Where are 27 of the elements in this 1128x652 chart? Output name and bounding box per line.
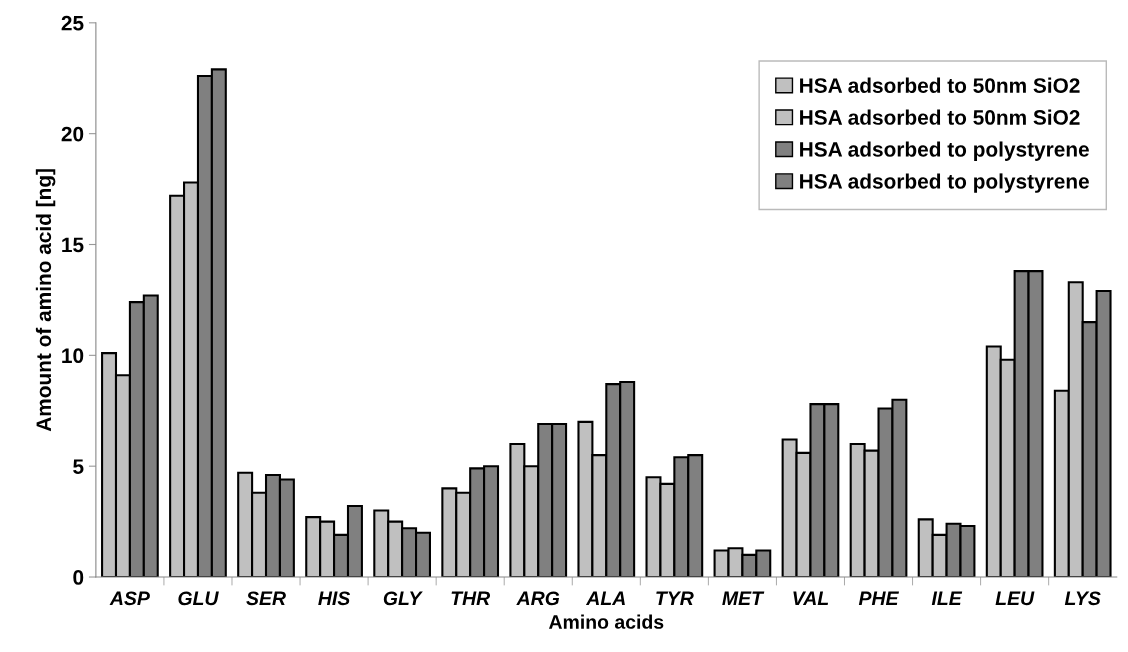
y-tick-label: 0 (73, 570, 84, 585)
y-tick-label: 5 (73, 459, 84, 474)
legend-label: HSA adsorbed to polystyrene (800, 173, 1089, 193)
y-tick-label: 10 (62, 348, 84, 364)
x-tick-label: THR (451, 591, 491, 605)
x-tick-label: MET (722, 591, 765, 605)
x-tick-label: PHE (858, 591, 899, 605)
x-tick-label: VAL (793, 591, 829, 605)
y-tick-label: 15 (62, 237, 84, 253)
y-tick-label: 25 (61, 15, 84, 31)
x-tick-label: GLY (383, 591, 423, 606)
y-axis-title: Amount of amino acid [ng] (35, 169, 56, 432)
x-tick-label: LYS (1064, 591, 1101, 606)
legend-label: HSA adsorbed to 50nm SiO2 (800, 109, 1080, 125)
x-tick-label: ARG (516, 591, 560, 606)
x-axis-title: Amino acids (548, 614, 664, 629)
y-tick-label: 20 (61, 126, 84, 142)
x-tick-label: LEU (995, 591, 1035, 606)
x-tick-label: HIS (318, 591, 351, 606)
x-tick-label: SER (246, 591, 286, 606)
x-tick-label: ILE (931, 591, 963, 605)
x-tick-label: TYR (656, 591, 694, 605)
legend-label: HSA adsorbed to polystyrene (800, 141, 1089, 161)
x-tick-label: ASP (109, 591, 150, 606)
x-tick-label: GLU (178, 591, 219, 606)
x-tick-label: ALA (585, 591, 625, 605)
legend-label: HSA adsorbed to 50nm SiO2 (800, 77, 1080, 93)
